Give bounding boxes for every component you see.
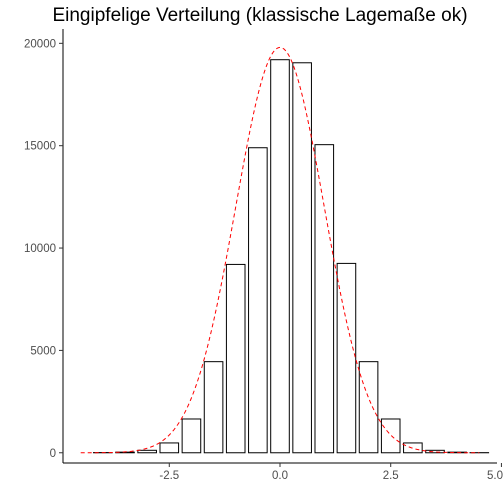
histogram-bar-3 xyxy=(137,449,157,454)
x-tick-label: -2.5 xyxy=(159,470,179,482)
y-ticks-group: 0 5000 10000 15000 20000 xyxy=(24,38,63,460)
histogram-bar-10 xyxy=(292,62,312,454)
y-tick-label: 5000 xyxy=(30,345,56,357)
bars-group xyxy=(93,59,490,454)
chart-title: Eingipfelige Verteilung (klassische Lage… xyxy=(52,5,467,26)
histogram-bar-4 xyxy=(159,442,180,454)
histogram-bar-8 xyxy=(248,147,268,454)
histogram-bar-7 xyxy=(225,263,246,454)
x-ticks-group: -2.5 0.0 2.5 5.0 xyxy=(159,463,503,482)
histogram-bar-13 xyxy=(358,361,379,454)
x-tick-label: 2.5 xyxy=(383,470,399,482)
histogram-bar-14 xyxy=(380,418,401,454)
y-tick-label: 15000 xyxy=(24,141,56,153)
x-tick-label: 0.0 xyxy=(272,470,288,482)
y-tick-label: 10000 xyxy=(24,243,56,255)
x-tick-label: 5.0 xyxy=(487,470,503,482)
histogram-bar-11 xyxy=(314,144,335,454)
histogram-bar-12 xyxy=(336,262,357,454)
y-tick-label: 0 xyxy=(50,448,56,460)
histogram-bar-6 xyxy=(203,361,224,454)
histogram-bar-9 xyxy=(270,59,290,454)
histogram-bar-5 xyxy=(181,418,202,454)
y-tick-label: 20000 xyxy=(24,38,56,50)
histogram-bar-16 xyxy=(425,449,445,454)
density-curve xyxy=(80,46,480,454)
histogram-bar-15 xyxy=(403,442,423,454)
